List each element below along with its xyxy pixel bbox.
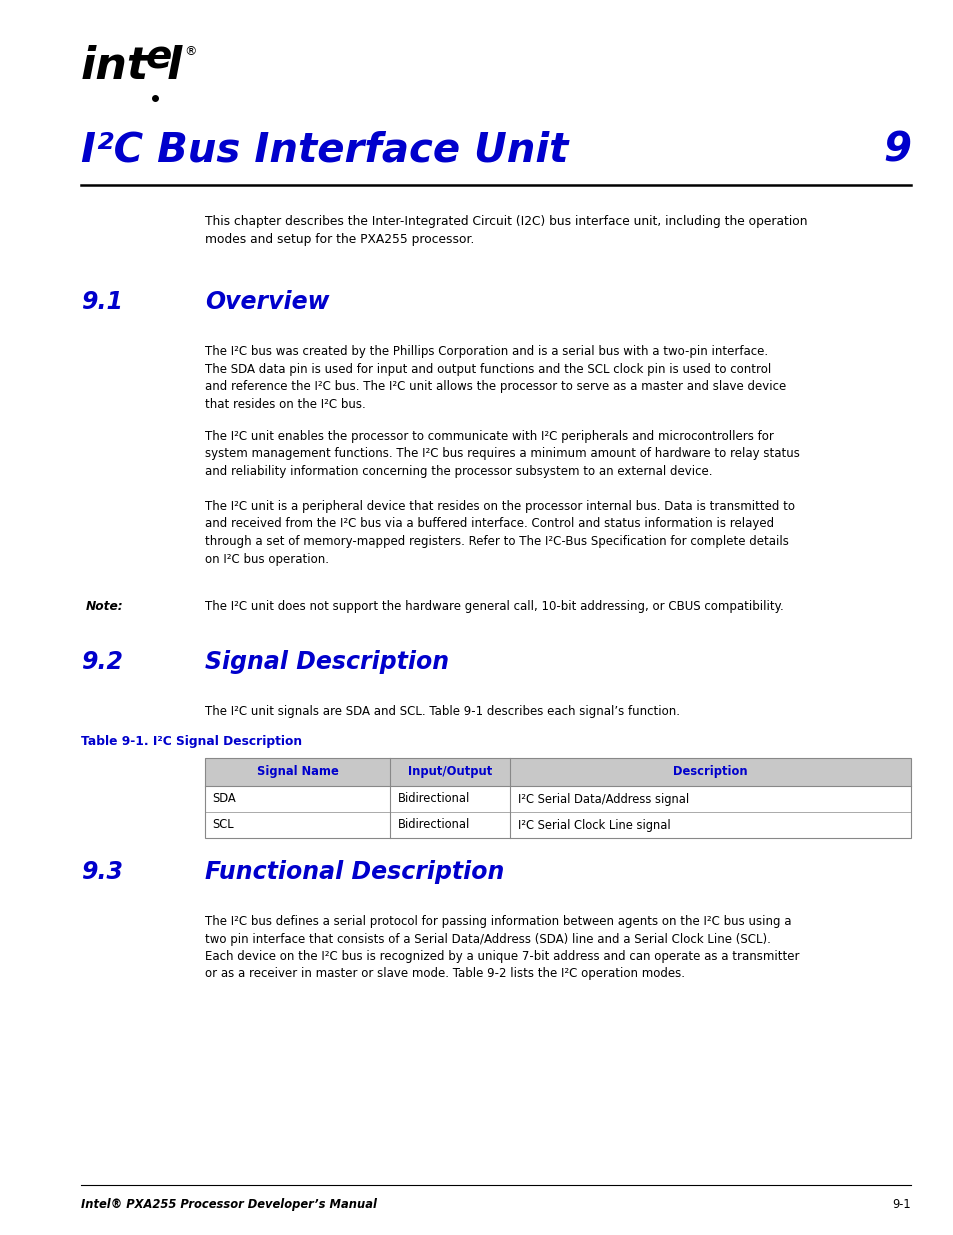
Text: Functional Description: Functional Description [205, 860, 504, 884]
Text: This chapter describes the Inter-Integrated Circuit (I2C) bus interface unit, in: This chapter describes the Inter-Integra… [205, 215, 807, 246]
Text: The I²C unit does not support the hardware general call, 10-bit addressing, or C: The I²C unit does not support the hardwa… [205, 600, 783, 613]
Text: ®: ® [184, 44, 196, 58]
Text: I²C Bus Interface Unit: I²C Bus Interface Unit [81, 130, 568, 170]
Text: 9.3: 9.3 [81, 860, 123, 884]
Text: Signal Description: Signal Description [205, 650, 449, 674]
Text: Note:: Note: [86, 600, 123, 613]
Text: Input/Output: Input/Output [408, 766, 492, 778]
Text: SCL: SCL [213, 819, 234, 831]
Text: 9: 9 [882, 130, 910, 170]
Text: Bidirectional: Bidirectional [397, 793, 470, 805]
Text: 9.1: 9.1 [81, 290, 123, 314]
Text: e: e [146, 38, 172, 77]
Text: SDA: SDA [213, 793, 236, 805]
Text: The I²C unit signals are SDA and SCL. Table 9-1 describes each signal’s function: The I²C unit signals are SDA and SCL. Ta… [205, 705, 679, 718]
Text: The I²C unit is a peripheral device that resides on the processor internal bus. : The I²C unit is a peripheral device that… [205, 500, 794, 566]
Text: 9-1: 9-1 [891, 1198, 910, 1212]
Text: Description: Description [673, 766, 747, 778]
Text: Intel® PXA255 Processor Developer’s Manual: Intel® PXA255 Processor Developer’s Manu… [81, 1198, 376, 1212]
Bar [205, 758, 910, 839]
Text: Table 9-1. I²C Signal Description: Table 9-1. I²C Signal Description [81, 735, 302, 748]
Text: The I²C bus defines a serial protocol for passing information between agents on : The I²C bus defines a serial protocol fo… [205, 915, 799, 981]
Bar [205, 758, 910, 785]
Text: I²C Serial Clock Line signal: I²C Serial Clock Line signal [517, 819, 670, 831]
Text: The I²C bus was created by the Phillips Corporation and is a serial bus with a t: The I²C bus was created by the Phillips … [205, 345, 785, 410]
Text: The I²C unit enables the processor to communicate with I²C peripherals and micro: The I²C unit enables the processor to co… [205, 430, 800, 478]
Text: int: int [81, 44, 149, 88]
Text: Overview: Overview [205, 290, 330, 314]
Text: I²C Serial Data/Address signal: I²C Serial Data/Address signal [517, 793, 688, 805]
Text: 9.2: 9.2 [81, 650, 123, 674]
Text: Bidirectional: Bidirectional [397, 819, 470, 831]
Text: l: l [167, 44, 182, 88]
Text: Signal Name: Signal Name [256, 766, 338, 778]
